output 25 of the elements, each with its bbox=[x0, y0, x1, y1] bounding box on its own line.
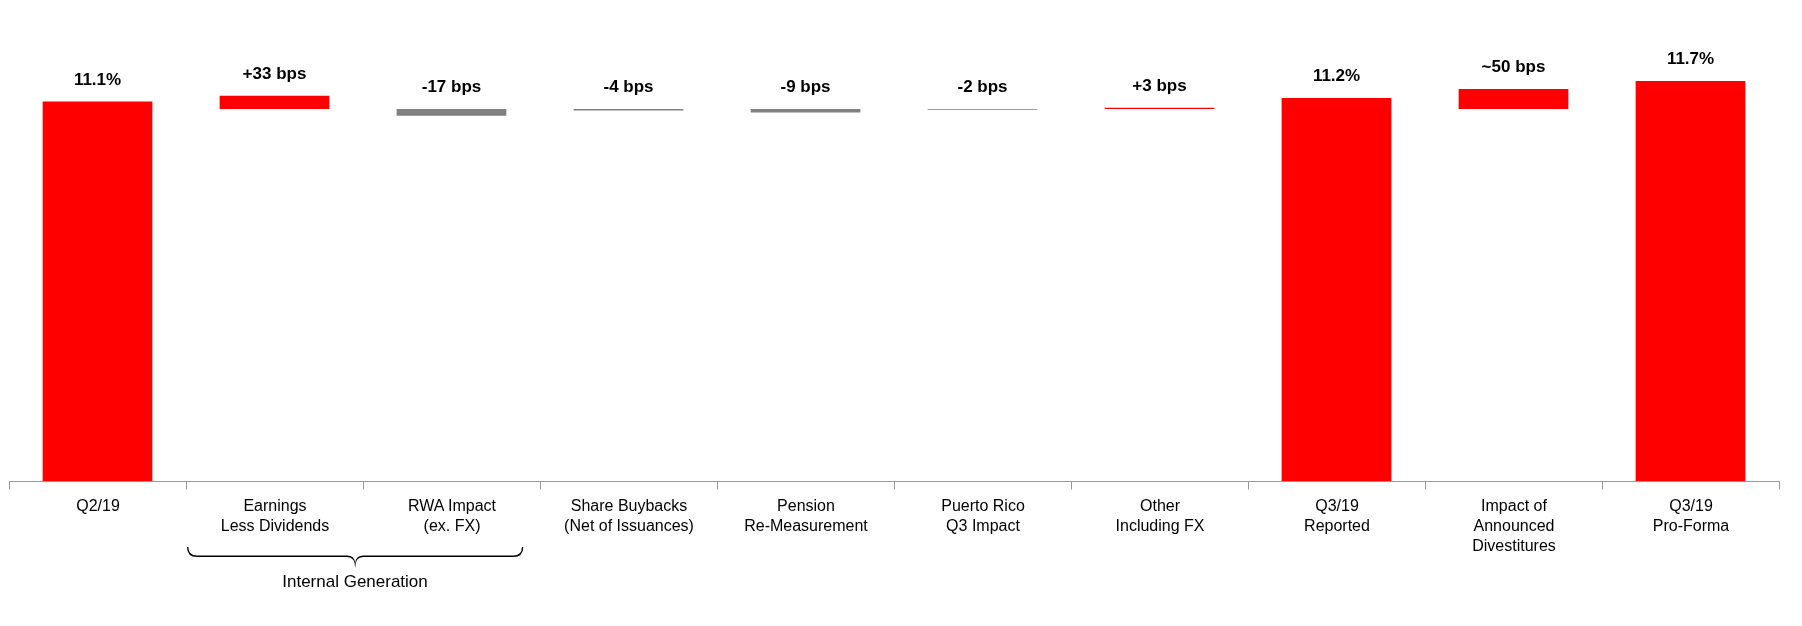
bar bbox=[1458, 89, 1569, 109]
x-tick-label: Other Including FX bbox=[1115, 496, 1205, 534]
x-tick-label: Impact of Announced Divestitures bbox=[1472, 496, 1556, 554]
x-tick-label: Q3/19 Pro-Forma bbox=[1652, 496, 1730, 534]
x-tick-label: Q2/19 bbox=[76, 496, 120, 514]
x-tick-label: Earnings Less Dividends bbox=[220, 496, 330, 534]
data-label: 11.7% bbox=[1666, 49, 1715, 68]
data-label: 11.2% bbox=[1312, 66, 1361, 86]
bar bbox=[750, 109, 861, 113]
data-label: +33 bps bbox=[242, 63, 307, 83]
bar bbox=[219, 95, 330, 109]
x-tick-label: Share Buybacks (Net of Issuances) bbox=[564, 496, 694, 534]
x-tick-label: Puerto Rico Q3 Impact bbox=[941, 496, 1025, 534]
data-label: -4 bps bbox=[603, 77, 654, 96]
data-label: -9 bps bbox=[780, 77, 831, 96]
data-label: ~50 bps bbox=[1481, 57, 1546, 76]
x-tick-label: RWA Impact (ex. FX) bbox=[407, 496, 497, 534]
text: Internal Generation bbox=[282, 572, 428, 592]
data-label: -2 bps bbox=[957, 77, 1008, 96]
data-label: 11.1% bbox=[73, 69, 122, 89]
data-label: -17 bps bbox=[421, 77, 482, 96]
bar bbox=[396, 109, 507, 116]
data-label: +3 bps bbox=[1132, 75, 1187, 95]
x-tick-label: Q3/19 Reported bbox=[1304, 496, 1370, 534]
x-tick-label: Pension Re-Measurement bbox=[744, 496, 869, 534]
